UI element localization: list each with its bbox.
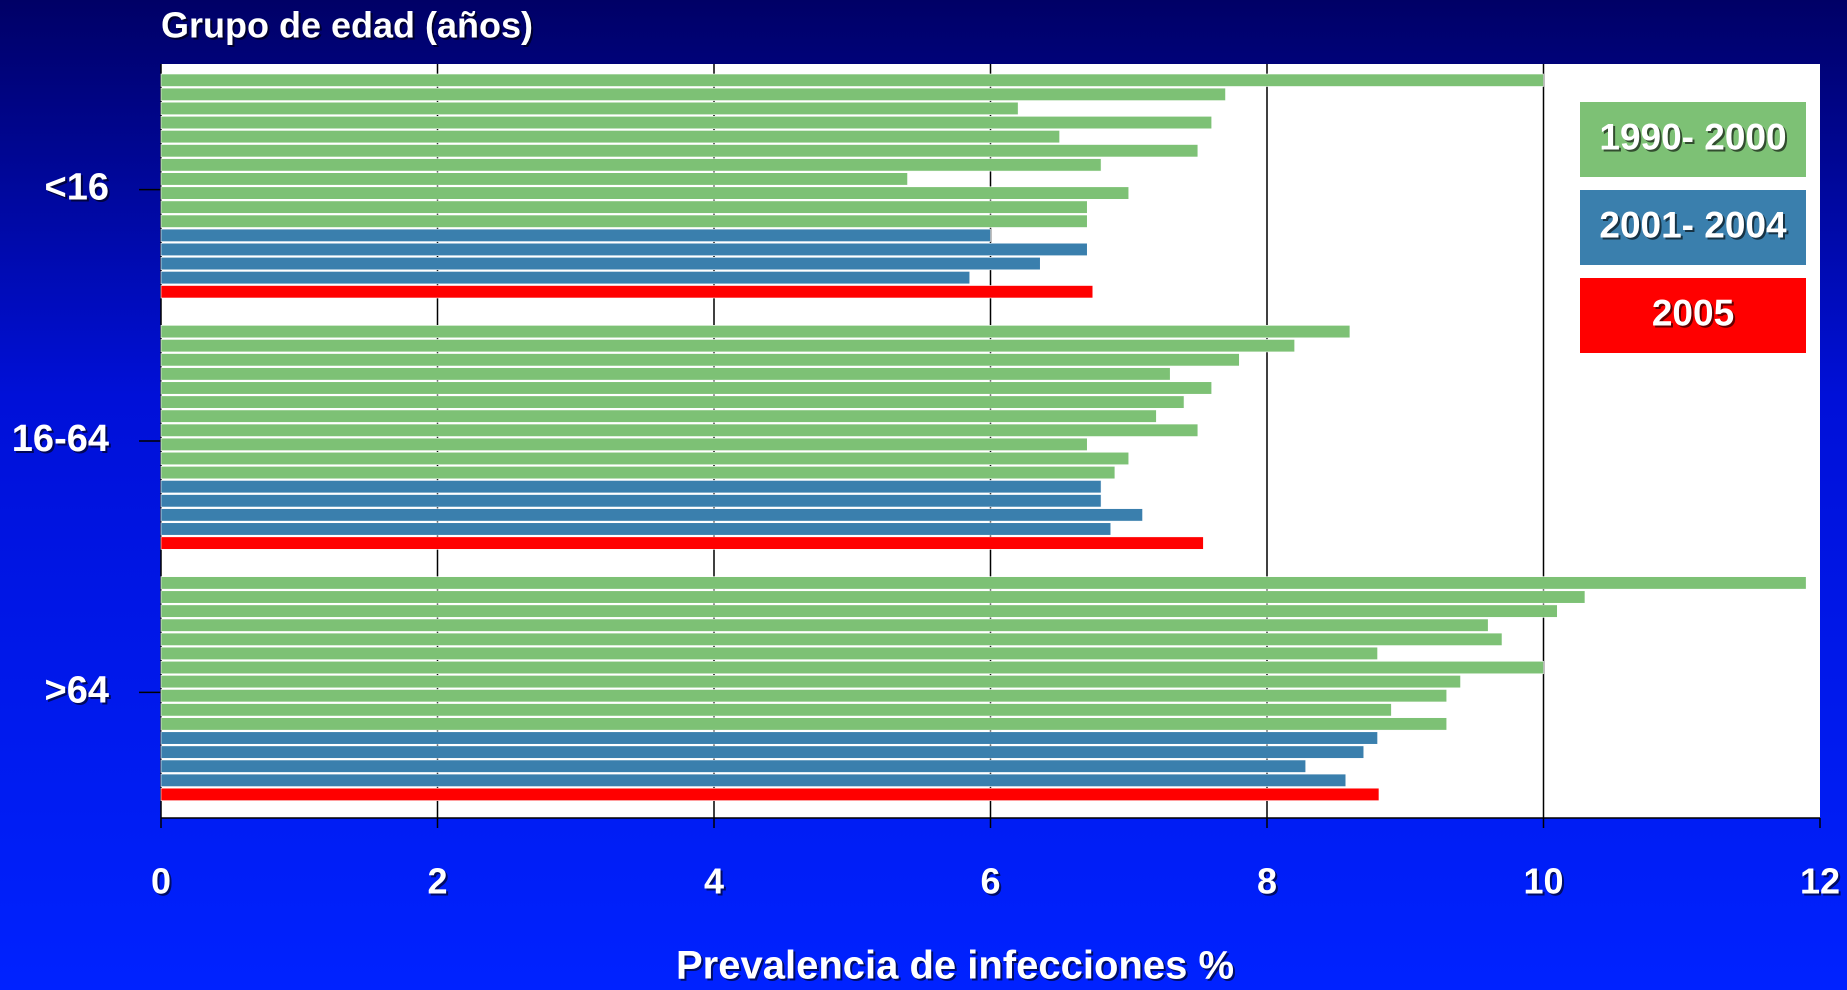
bar [160, 87, 1226, 101]
bar [160, 101, 1019, 115]
bar [160, 409, 1157, 423]
bar [160, 228, 991, 242]
bar [160, 242, 1088, 256]
bar [160, 466, 1116, 480]
bar [160, 339, 1295, 353]
x-tick-label: 0 [151, 861, 171, 902]
bar [160, 186, 1130, 200]
x-tick-label: 12 [1800, 861, 1840, 902]
bar [160, 646, 1378, 660]
legend-swatch [1580, 102, 1806, 177]
x-axis-label: Prevalencia de infecciones % [676, 944, 1234, 988]
bar [160, 632, 1503, 646]
bar [160, 745, 1365, 759]
chart-title: Grupo de edad (años) [161, 5, 533, 46]
y-tick-label: <16 [45, 167, 109, 209]
y-tick-label: >64 [45, 669, 109, 711]
x-tick-label: 6 [980, 861, 1000, 902]
bar [160, 759, 1307, 773]
bar [160, 480, 1102, 494]
bar [160, 536, 1204, 550]
bar [160, 508, 1143, 522]
bar [160, 703, 1392, 717]
legend-swatch [1580, 190, 1806, 265]
bar [160, 172, 908, 186]
bar [160, 618, 1489, 632]
bar [160, 437, 1088, 451]
bar [160, 353, 1240, 367]
bar [160, 660, 1544, 675]
x-tick-label: 4 [704, 861, 724, 902]
bar [160, 367, 1171, 381]
legend-label: 2001- 2004 [1599, 204, 1787, 245]
bar [160, 451, 1130, 466]
x-tick-label: 10 [1523, 861, 1563, 902]
bar [160, 731, 1378, 745]
bar [160, 130, 1060, 144]
bar [160, 717, 1448, 731]
bar [160, 116, 1212, 130]
bar [160, 325, 1351, 339]
bar [160, 689, 1448, 703]
bar [160, 576, 1807, 590]
bar [160, 787, 1380, 801]
bar [160, 494, 1102, 508]
bar [160, 773, 1347, 787]
bar [160, 73, 1544, 87]
bar [160, 522, 1112, 536]
bar [160, 271, 971, 285]
bar [160, 381, 1212, 395]
bar [160, 590, 1586, 604]
bar [160, 395, 1185, 409]
bar [160, 158, 1102, 172]
bar [160, 675, 1461, 689]
bar [160, 423, 1199, 437]
bar [160, 214, 1088, 228]
legend-swatch [1580, 278, 1806, 353]
bar [160, 285, 1094, 299]
bar [160, 200, 1088, 214]
y-tick-label: 16-64 [12, 418, 109, 460]
bar [160, 256, 1041, 271]
legend-label: 1990- 2000 [1599, 116, 1786, 157]
x-tick-label: 2 [427, 861, 447, 902]
bar [160, 144, 1199, 158]
legend-label: 2005 [1652, 292, 1734, 333]
bar [160, 604, 1558, 618]
x-tick-label: 8 [1257, 861, 1277, 902]
